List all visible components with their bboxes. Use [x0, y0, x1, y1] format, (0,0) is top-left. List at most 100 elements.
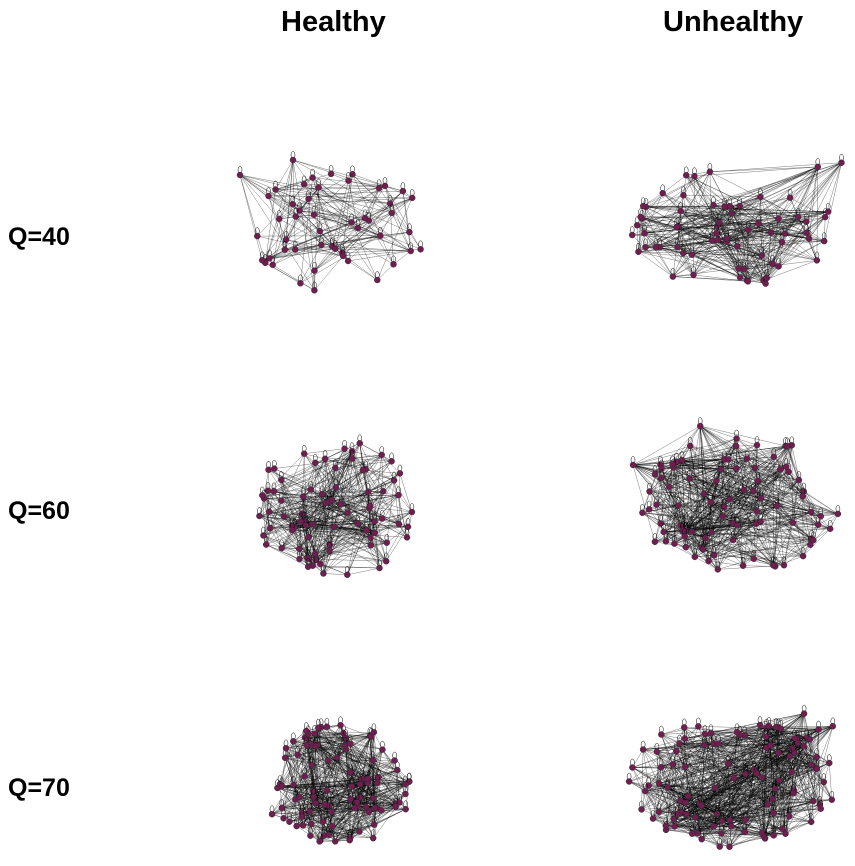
network-node [698, 835, 705, 843]
network-node [710, 823, 717, 830]
network-node [356, 440, 364, 447]
network-node [402, 805, 409, 813]
network-node [303, 742, 310, 749]
network-node [366, 502, 374, 510]
network-node [718, 830, 725, 837]
network-node [803, 218, 810, 225]
network-node [296, 793, 303, 801]
network-node [762, 733, 770, 740]
network-node [327, 170, 335, 178]
network-node [809, 797, 817, 805]
network-node [678, 456, 686, 464]
network-node [826, 759, 833, 767]
network-node [346, 836, 353, 844]
network-node [691, 172, 698, 180]
network-node [402, 781, 409, 788]
network-node [263, 541, 270, 548]
network-node [679, 250, 687, 257]
network-node [828, 796, 836, 803]
network-node [710, 551, 718, 559]
network-node [305, 533, 312, 541]
network-node [362, 803, 370, 811]
network-node [683, 811, 690, 818]
nodes [268, 716, 413, 845]
network-node [799, 552, 807, 560]
network-node [403, 534, 411, 541]
network-node [254, 232, 261, 240]
network-node [682, 799, 689, 807]
network-node [805, 235, 813, 242]
network-node [388, 209, 396, 217]
network-node [688, 251, 696, 258]
network-node [651, 538, 659, 546]
network-node [715, 740, 722, 747]
network-node [742, 770, 749, 778]
network-node [370, 821, 378, 828]
network-node [281, 246, 288, 253]
network-node [814, 521, 822, 528]
network-node [270, 488, 278, 495]
network-node [686, 442, 694, 450]
network-node [407, 247, 414, 255]
network-node [826, 525, 834, 533]
network-node [698, 802, 705, 810]
network-node [278, 476, 285, 484]
network-node [675, 502, 682, 509]
network-node [695, 723, 702, 730]
network-node [815, 726, 822, 733]
network-node [378, 515, 386, 522]
network-node [807, 541, 814, 548]
network-node [642, 244, 649, 251]
network-node [770, 453, 778, 460]
network-node [662, 538, 670, 545]
network-node [733, 729, 741, 736]
network-node [633, 222, 641, 229]
network-node [817, 805, 825, 812]
network-node [785, 468, 792, 475]
network-node [775, 263, 782, 270]
network-node [777, 466, 784, 473]
network-node [794, 213, 802, 221]
network-node [713, 230, 720, 237]
network-node [671, 823, 678, 830]
network-node [714, 236, 722, 244]
network-node [795, 476, 803, 484]
network-node [396, 799, 403, 806]
network-node [717, 466, 725, 473]
network-node [744, 226, 752, 234]
network-node [743, 455, 751, 462]
network-node [345, 177, 352, 184]
network-node [701, 534, 709, 542]
network-node [337, 721, 344, 729]
column-title-unhealthy: Unhealthy [663, 6, 804, 38]
network-node [265, 508, 273, 516]
network-node [268, 810, 276, 818]
network-node [716, 219, 723, 226]
network-node [300, 181, 308, 188]
network-node [658, 465, 665, 472]
network-node [325, 831, 333, 839]
network-node [392, 803, 399, 810]
network-node [361, 215, 369, 222]
network-node [718, 817, 726, 825]
network-node [381, 182, 389, 190]
network-node [331, 245, 339, 253]
network-node [800, 743, 808, 750]
network-node [312, 799, 319, 807]
network-node [732, 465, 740, 472]
network-node [315, 724, 322, 731]
network-node [651, 471, 659, 478]
network-node [330, 523, 338, 530]
network-node [810, 536, 817, 544]
network-node [680, 724, 688, 731]
network-node [351, 804, 358, 812]
network-node [306, 807, 313, 815]
network-node [310, 793, 317, 801]
network-node [762, 280, 769, 287]
network-node [677, 207, 684, 215]
network-node [645, 782, 652, 789]
network-node [309, 174, 316, 181]
network-node [296, 545, 303, 553]
network-node [658, 731, 665, 738]
network-node [309, 521, 317, 528]
